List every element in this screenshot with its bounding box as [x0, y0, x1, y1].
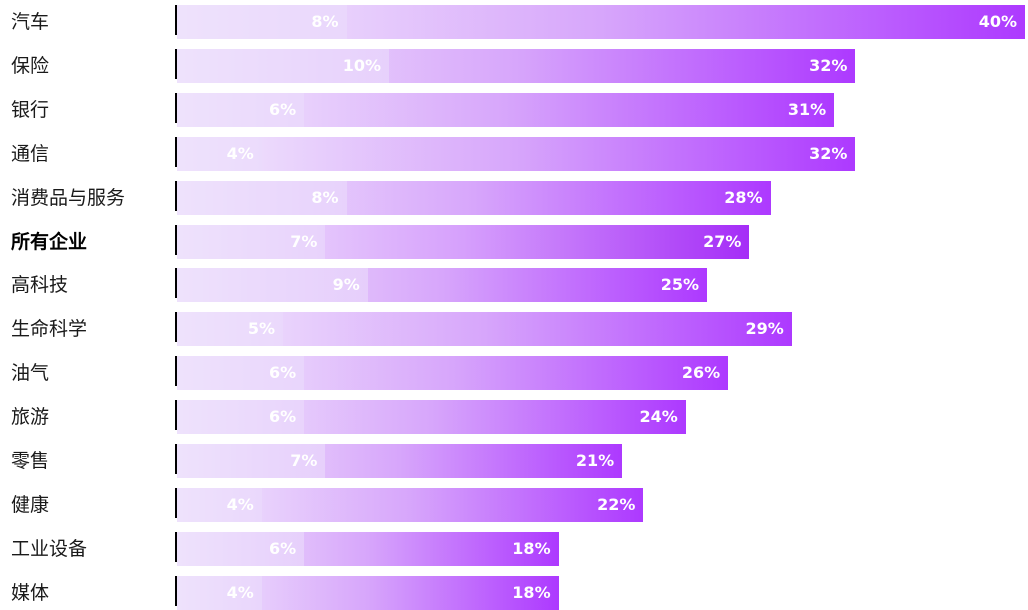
category-label: 媒体 — [11, 582, 50, 604]
data-label-high: 24% — [639, 407, 678, 426]
data-label-high: 29% — [745, 319, 784, 338]
bar-segment-low — [177, 93, 305, 127]
bar-segment-low — [177, 225, 326, 259]
category-label: 油气 — [11, 362, 50, 384]
data-label-high: 25% — [660, 275, 699, 294]
bar-row: 零售 7% 21% — [0, 444, 1028, 478]
axis-tick — [175, 400, 177, 430]
bar-row: 油气 6% 26% — [0, 356, 1028, 390]
data-label-low: 6% — [269, 539, 297, 558]
bar-row: 旅游 6% 24% — [0, 400, 1028, 434]
bar-segment-low — [177, 268, 368, 302]
data-label-low: 6% — [269, 363, 297, 382]
bar-row: 通信 4% 32% — [0, 137, 1028, 171]
data-label-low: 7% — [290, 451, 318, 470]
axis-tick — [175, 181, 177, 211]
bar-segment-low — [177, 49, 389, 83]
data-label-low: 8% — [311, 12, 339, 31]
bar-row: 汽车 8% 40% — [0, 5, 1028, 39]
data-label-high: 18% — [512, 539, 551, 558]
bar-segment-low — [177, 137, 262, 171]
data-label-low: 6% — [269, 100, 297, 119]
data-label-high: 21% — [575, 451, 615, 470]
bar-segment-low — [177, 5, 347, 39]
bar-row: 消费品与服务 8% 28% — [0, 181, 1028, 215]
bar-segment-low — [177, 444, 326, 478]
bar-segment-low — [177, 356, 305, 390]
bar-segment-low — [177, 532, 305, 566]
axis-tick — [175, 444, 177, 474]
data-label-low: 4% — [226, 144, 254, 163]
bar-row: 工业设备 6% 18% — [0, 532, 1028, 566]
bar-row: 健康 4% 22% — [0, 488, 1028, 522]
data-label-high: 22% — [597, 495, 636, 514]
category-label: 汽车 — [11, 11, 50, 33]
category-label: 零售 — [11, 450, 50, 472]
data-label-high: 32% — [809, 56, 848, 75]
category-label: 消费品与服务 — [11, 187, 126, 209]
data-label-high: 31% — [787, 100, 827, 119]
bar-segment-low — [177, 400, 305, 434]
data-label-low: 10% — [342, 56, 381, 75]
category-label: 保险 — [11, 55, 50, 77]
category-label: 生命科学 — [11, 318, 88, 340]
axis-tick — [175, 93, 177, 123]
axis-tick — [175, 268, 177, 298]
axis-tick — [175, 312, 177, 342]
data-label-high: 28% — [724, 188, 763, 207]
bar-row: 保险 10% 32% — [0, 49, 1028, 83]
bar-row: 银行 6% 31% — [0, 93, 1028, 127]
axis-tick — [175, 49, 177, 79]
axis-tick — [175, 225, 177, 255]
data-label-high: 18% — [512, 583, 551, 602]
bar-row: 媒体 4% 18% — [0, 576, 1028, 610]
category-label: 旅游 — [11, 406, 50, 428]
axis-tick — [175, 488, 177, 518]
axis-tick — [175, 576, 177, 606]
bar-total — [177, 137, 856, 171]
category-label: 高科技 — [11, 274, 69, 296]
category-label: 所有企业 — [11, 231, 88, 253]
bar-segment-low — [177, 181, 347, 215]
category-label: 健康 — [11, 494, 50, 516]
category-label: 通信 — [11, 143, 50, 165]
category-label: 工业设备 — [11, 538, 88, 560]
data-label-low: 7% — [290, 232, 318, 251]
data-label-low: 4% — [226, 583, 254, 602]
data-label-high: 32% — [809, 144, 848, 163]
data-label-high: 27% — [703, 232, 742, 251]
bar-row: 所有企业 7% 27% — [0, 225, 1028, 259]
category-label: 银行 — [11, 99, 50, 121]
data-label-low: 5% — [247, 319, 275, 338]
axis-tick — [175, 532, 177, 562]
data-label-low: 6% — [269, 407, 297, 426]
axis-tick — [175, 356, 177, 386]
data-label-low: 9% — [332, 275, 360, 294]
data-label-low: 4% — [226, 495, 254, 514]
data-label-low: 8% — [311, 188, 339, 207]
axis-tick — [175, 137, 177, 167]
bar-segment-low — [177, 488, 262, 522]
bar-segment-low — [177, 312, 283, 346]
data-label-high: 26% — [681, 363, 721, 382]
bar-row: 生命科学 5% 29% — [0, 312, 1028, 346]
axis-tick — [175, 5, 177, 35]
data-label-high: 40% — [978, 12, 1017, 31]
bar-row: 高科技 9% 25% — [0, 268, 1028, 302]
